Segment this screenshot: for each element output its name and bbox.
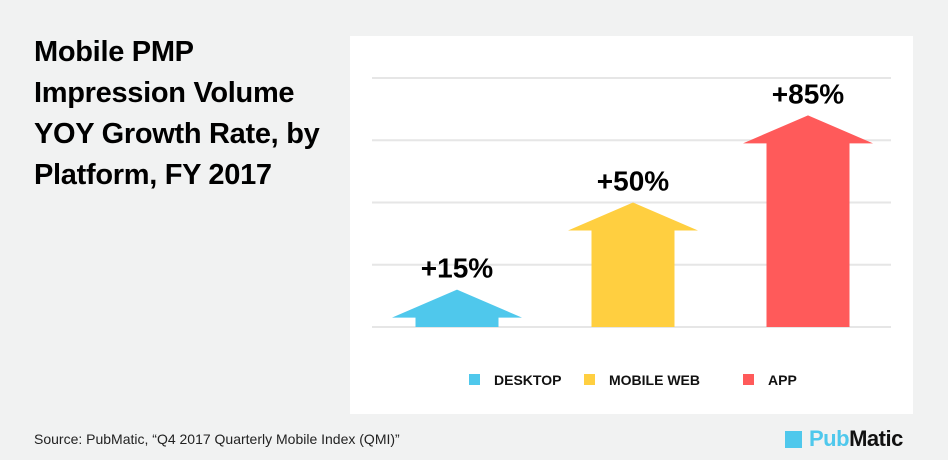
logo-text-matic: Matic <box>849 426 903 451</box>
chart: +15% +50% +85% DESKTOP MOBILE WEB APP <box>372 77 891 388</box>
legend-swatch <box>469 374 480 385</box>
logo-text-pub: Pub <box>809 426 850 451</box>
arrow-bar-mobile-web <box>568 202 698 327</box>
legend-swatch <box>743 374 754 385</box>
arrow-bar-desktop <box>392 289 522 327</box>
chart-title: Mobile PMP Impression Volume YOY Growth … <box>34 36 320 191</box>
legend-label: APP <box>768 372 797 388</box>
data-label: +50% <box>597 166 669 197</box>
logo-square-icon <box>785 430 802 448</box>
arrow-bar-app <box>743 115 873 327</box>
data-label: +15% <box>421 253 493 284</box>
legend-label: DESKTOP <box>494 372 561 388</box>
pubmatic-logo: Pub Matic <box>785 426 903 452</box>
source-note: Source: PubMatic, “Q4 2017 Quarterly Mob… <box>34 431 400 447</box>
data-label: +85% <box>772 78 844 109</box>
legend-label: MOBILE WEB <box>609 372 700 388</box>
legend-swatch <box>584 374 595 385</box>
chart-panel: +15% +50% +85% DESKTOP MOBILE WEB APP <box>350 36 913 414</box>
